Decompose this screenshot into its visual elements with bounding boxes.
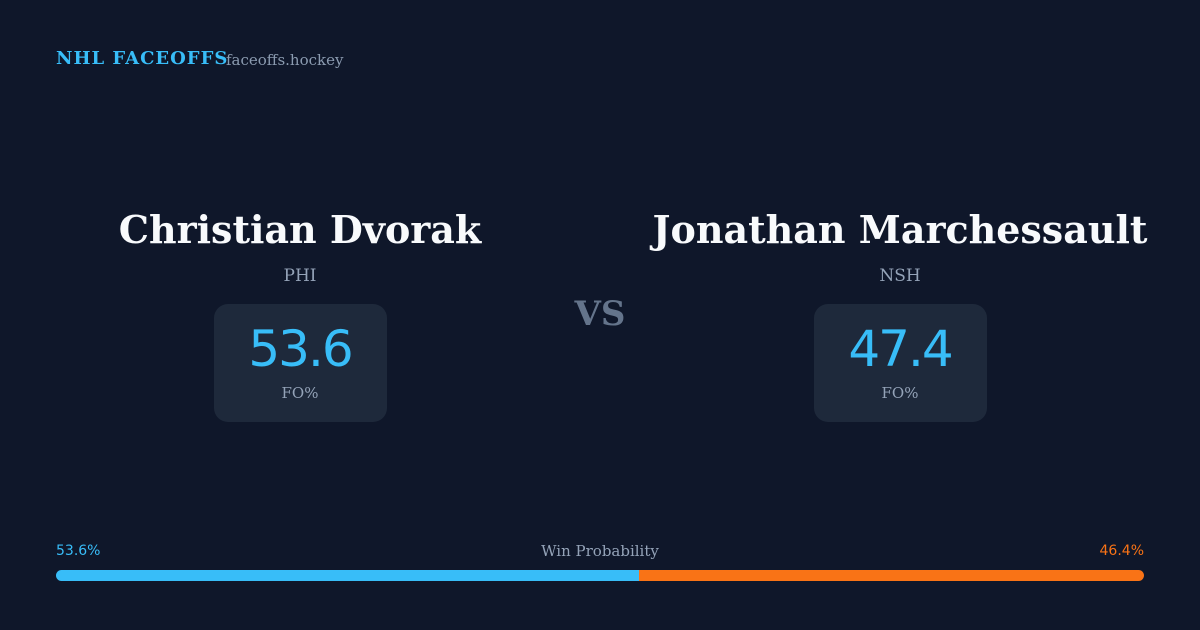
fo-value: 53.6 [248,320,353,378]
player: Jonathan Marchessault NSH 47.4 FO% [600,200,1200,422]
brand: NHL FACEOFFS [56,48,229,69]
fo-label: FO% [881,384,919,402]
player: Christian Dvorak PHI 53.6 FO% [0,200,600,422]
team: NSH [879,266,921,286]
vs: VS [574,294,626,334]
site: faceoffs.hockey [226,51,344,69]
fo-value: 47.4 [848,320,953,378]
player-name: Jonathan Marchessault [652,207,1148,252]
player-name: Christian Dvorak [118,207,482,252]
left-probability: 53.6% [56,543,101,559]
probability-bar [56,570,1144,581]
team: PHI [283,266,317,286]
probability-title: Win Probability [541,542,659,560]
right-segment [639,570,1144,581]
fo-label: FO% [281,384,319,402]
stat-box: 47.4 FO% [813,304,987,422]
stat-box: 53.6 FO% [213,304,387,422]
right-probability: 46.4% [1099,543,1144,559]
left-segment [56,570,640,581]
